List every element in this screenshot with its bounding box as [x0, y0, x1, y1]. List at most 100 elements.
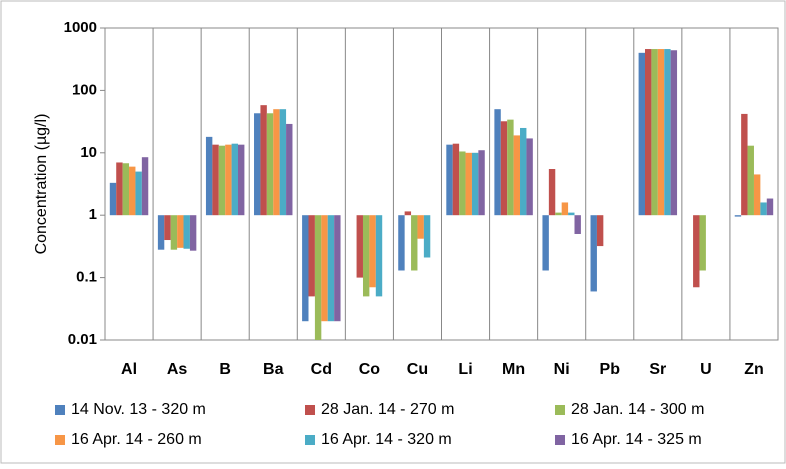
bar	[657, 49, 665, 216]
bar	[555, 212, 562, 216]
bar	[369, 215, 376, 288]
x-tick-label: Zn	[744, 361, 764, 378]
bar	[645, 49, 652, 216]
bar	[664, 49, 671, 216]
bar	[574, 215, 581, 234]
y-axis-label: Concentration (µg/l)	[33, 114, 50, 255]
bar	[177, 215, 184, 248]
x-tick-label: B	[219, 361, 231, 378]
bar	[212, 144, 219, 216]
bar	[116, 162, 123, 216]
bar	[638, 52, 646, 216]
legend-label: 28 Jan. 14 - 270 m	[321, 401, 454, 418]
bar	[205, 136, 213, 216]
bar	[237, 144, 245, 216]
bar	[362, 215, 370, 297]
bar	[135, 171, 142, 216]
bar	[526, 138, 533, 216]
bar	[189, 215, 197, 251]
bar	[471, 152, 479, 216]
x-tick-label: Cd	[311, 361, 332, 378]
x-tick-label: Li	[458, 361, 472, 378]
bar	[766, 198, 774, 216]
x-tick-label: Al	[121, 361, 137, 378]
bar	[507, 119, 514, 216]
x-tick-label: Ni	[554, 361, 570, 378]
legend-swatch	[555, 405, 565, 415]
legend-swatch	[305, 435, 315, 445]
bar	[164, 215, 171, 241]
y-tick-label: 0.1	[76, 269, 97, 286]
legend-swatch	[55, 435, 65, 445]
y-tick-label: 1	[89, 206, 97, 223]
bar	[122, 163, 130, 216]
legend-label: 28 Jan. 14 - 300 m	[571, 401, 704, 418]
bar	[548, 169, 556, 216]
bar	[183, 215, 190, 249]
bar	[423, 215, 431, 258]
bar	[670, 50, 678, 216]
x-tick-label: Cu	[407, 361, 428, 378]
bar	[693, 215, 700, 288]
bar	[561, 202, 569, 216]
legend-label: 16 Apr. 14 - 320 m	[321, 431, 452, 448]
bar	[327, 215, 335, 322]
legend-label: 16 Apr. 14 - 260 m	[71, 431, 202, 448]
bar	[218, 145, 226, 216]
bar	[231, 143, 238, 216]
bar	[478, 150, 485, 216]
legend-swatch	[555, 435, 565, 445]
bar	[452, 143, 460, 216]
bar	[747, 145, 754, 216]
bar	[465, 152, 472, 216]
bar	[513, 135, 521, 216]
legend-label: 16 Apr. 14 - 325 m	[571, 431, 702, 448]
bar	[753, 174, 761, 216]
y-tick-label: 1000	[64, 19, 97, 36]
bar	[302, 215, 309, 322]
bar	[260, 105, 267, 216]
bar	[446, 144, 453, 216]
y-tick-label: 0.01	[68, 331, 97, 348]
y-tick-label: 100	[72, 81, 97, 98]
bar	[170, 215, 178, 250]
bar	[411, 215, 418, 271]
bar	[279, 109, 287, 216]
bar	[459, 151, 466, 216]
bar	[500, 121, 508, 216]
bar	[494, 109, 501, 216]
x-tick-label: Ba	[263, 361, 284, 378]
bar	[321, 215, 328, 322]
bar	[254, 113, 261, 216]
bar	[266, 113, 274, 216]
x-tick-label: Pb	[600, 361, 621, 378]
bar	[542, 215, 549, 271]
legend-swatch	[305, 405, 315, 415]
x-tick-label: As	[167, 361, 188, 378]
bar	[520, 127, 527, 216]
bar	[225, 144, 232, 216]
bar	[651, 49, 658, 216]
bar	[356, 215, 363, 278]
bar	[699, 215, 706, 271]
bar	[375, 215, 383, 297]
bar	[157, 215, 165, 250]
x-tick-label: U	[700, 361, 712, 378]
bar	[417, 215, 424, 239]
bar	[398, 215, 405, 271]
bar	[741, 113, 748, 216]
bar	[760, 202, 767, 216]
bar	[129, 166, 136, 216]
bar	[314, 215, 322, 340]
x-tick-label: Co	[359, 361, 381, 378]
bar	[286, 123, 293, 216]
bar	[734, 215, 742, 217]
bar	[596, 215, 604, 247]
legend-label: 14 Nov. 13 - 320 m	[71, 401, 206, 418]
bar	[141, 157, 149, 216]
bar	[109, 182, 117, 216]
bar	[404, 211, 412, 216]
bar	[273, 109, 280, 216]
bar	[308, 215, 315, 297]
